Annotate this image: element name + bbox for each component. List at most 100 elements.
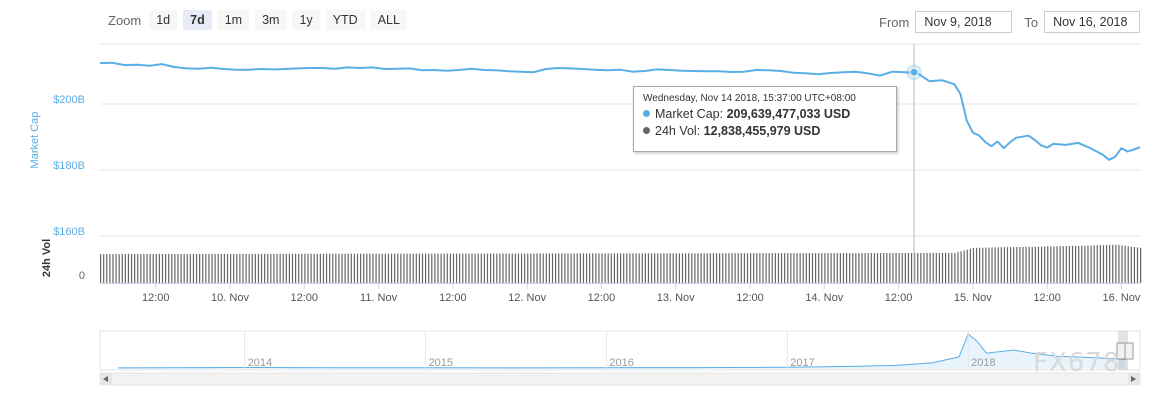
zoom-1d-button[interactable]: 1d [149, 10, 178, 30]
volume-bar [777, 253, 780, 283]
volume-bar [307, 253, 309, 283]
volume-tick-label: 0 [79, 270, 85, 282]
volume-bar [335, 253, 337, 283]
volume-bar [412, 253, 414, 283]
volume-bar [1121, 245, 1123, 283]
volume-bar [295, 253, 297, 283]
volume-bar [329, 253, 331, 283]
volume-bar [109, 254, 111, 283]
volume-bar [1130, 246, 1132, 283]
zoom-ytd-button[interactable]: YTD [325, 10, 365, 30]
volume-bar [620, 253, 622, 283]
volume-bar [455, 253, 458, 283]
volume-bar [1006, 247, 1009, 283]
volume-bar [725, 253, 727, 283]
volume-bar [1084, 245, 1086, 283]
volume-bar [130, 254, 133, 283]
volume-bar [493, 253, 495, 283]
x-tick-label: 11. Nov [360, 292, 398, 304]
volume-bar [672, 253, 674, 283]
volume-bar [1068, 246, 1071, 283]
volume-bar [647, 253, 650, 283]
y-tick-label: $160B [53, 226, 85, 238]
volume-bar [849, 253, 851, 283]
volume-bar [601, 253, 603, 283]
zoom-1y-button[interactable]: 1y [292, 10, 320, 30]
volume-bar [195, 253, 198, 283]
volume-bar [505, 253, 507, 283]
volume-bar [663, 253, 665, 283]
volume-bar [217, 253, 219, 283]
from-date-input[interactable]: Nov 9, 2018 [915, 11, 1013, 33]
volume-bar [440, 253, 442, 283]
volume-bar [322, 253, 325, 283]
zoom-1m-button[interactable]: 1m [217, 10, 250, 30]
volume-bar [774, 253, 776, 283]
volume-bar [304, 253, 306, 283]
volume-bar [573, 253, 575, 283]
volume-bar [669, 253, 671, 283]
volume-bar [644, 253, 646, 283]
volume-bar [520, 253, 523, 283]
volume-bar [112, 254, 114, 283]
zoom-all-button[interactable]: ALL [370, 10, 407, 30]
volume-bar [406, 253, 408, 283]
volume-bar [387, 253, 390, 283]
volume-bar [858, 253, 860, 283]
volume-bar [883, 253, 885, 283]
x-tick-label: 12:00 [736, 292, 764, 304]
x-tick-label: 15. Nov [954, 292, 992, 304]
volume-bar [211, 253, 213, 283]
volume-bar [589, 253, 591, 283]
volume-bar [140, 254, 142, 283]
volume-bar [629, 253, 631, 283]
volume-bar [375, 253, 377, 283]
volume-bar [183, 253, 185, 283]
volume-bar [1093, 245, 1095, 283]
volume-bar [756, 253, 758, 283]
volume-bar [818, 253, 820, 283]
tooltip-volume-value: 12,838,455,979 USD [703, 124, 821, 138]
zoom-label: Zoom [108, 12, 142, 28]
volume-bar [1040, 246, 1043, 283]
volume-bar [750, 253, 752, 283]
volume-bar [654, 253, 656, 283]
volume-bar [1112, 244, 1114, 283]
tooltip-volume-label: 24h Vol: [655, 124, 701, 138]
volume-bar [555, 253, 557, 283]
zoom-3m-button[interactable]: 3m [255, 10, 287, 30]
volume-bar [570, 253, 572, 283]
volume-bar [657, 253, 659, 283]
volume-bar [350, 253, 352, 283]
volume-bar [1050, 246, 1052, 283]
volume-bar [158, 254, 161, 283]
volume-bar [517, 253, 520, 283]
tooltip-date: Wednesday, Nov 14 2018, 15:37:00 UTC+08:… [643, 93, 856, 104]
navigator-year-label: 2016 [609, 357, 633, 369]
volume-bar [177, 253, 179, 283]
scrollbar-track [99, 372, 1141, 386]
volume-bar [394, 253, 396, 283]
volume-bar [694, 253, 696, 283]
volume-bar [168, 254, 170, 283]
navigator-year-label: 2017 [790, 357, 814, 369]
volume-bar [607, 253, 609, 283]
volume-bar [914, 252, 916, 283]
volume-bar [1019, 246, 1021, 283]
volume-bar [821, 253, 823, 283]
volume-bar [836, 253, 838, 283]
zoom-7d-button[interactable]: 7d [183, 10, 212, 30]
volume-bar [1127, 246, 1129, 283]
volume-bar [722, 253, 724, 283]
volume-bar [811, 253, 814, 283]
volume-bar [982, 247, 984, 283]
volume-bar [1081, 245, 1083, 283]
volume-bar [948, 252, 950, 283]
volume-bar [220, 253, 222, 283]
to-date-input[interactable]: Nov 16, 2018 [1044, 11, 1141, 33]
volume-bar [400, 253, 402, 283]
volume-bar [421, 253, 424, 283]
volume-bar [325, 253, 328, 283]
volume-bar [833, 253, 835, 283]
volume-bar [802, 253, 804, 283]
